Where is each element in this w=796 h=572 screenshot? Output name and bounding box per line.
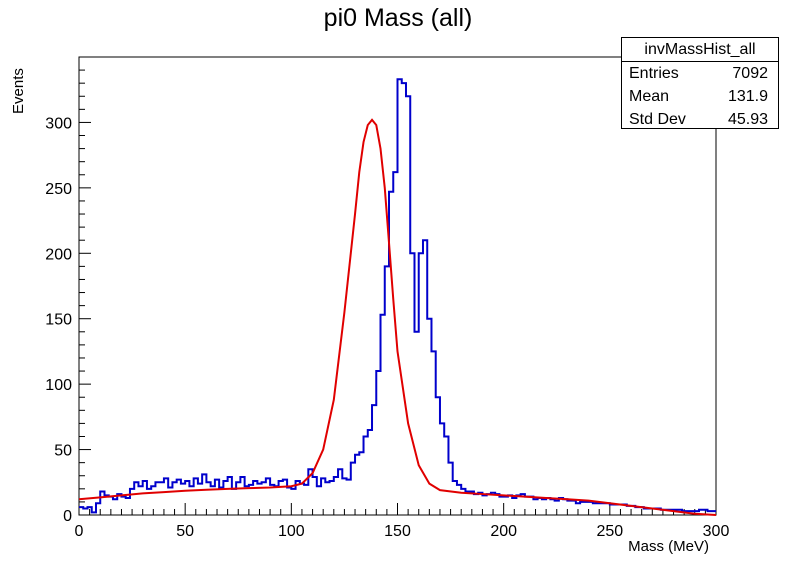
stats-row-stddev: Std Dev 45.93 bbox=[622, 108, 778, 131]
x-axis-label: Mass (MeV) bbox=[628, 538, 709, 555]
x-tick-label: 150 bbox=[384, 523, 411, 540]
x-tick-label: 100 bbox=[278, 523, 305, 540]
x-tick-label: 300 bbox=[703, 523, 730, 540]
stats-value: 131.9 bbox=[727, 88, 768, 105]
fit-curve-series bbox=[78, 118, 717, 516]
stats-box: invMassHist_all Entries 7092 Mean 131.9 … bbox=[621, 37, 779, 129]
histogram-series bbox=[79, 78, 716, 514]
stats-label: Mean bbox=[629, 88, 670, 105]
stats-label: Entries bbox=[629, 65, 679, 82]
y-tick-label: 250 bbox=[45, 181, 72, 198]
y-tick-label: 150 bbox=[45, 312, 72, 329]
chart-title: pi0 Mass (all) bbox=[323, 4, 473, 32]
x-tick-label: 250 bbox=[596, 523, 623, 540]
stats-label: Std Dev bbox=[629, 111, 686, 128]
x-tick-label: 50 bbox=[176, 523, 194, 540]
stats-box-title: invMassHist_all bbox=[622, 38, 778, 62]
stats-row-entries: Entries 7092 bbox=[622, 62, 778, 85]
y-tick-label: 0 bbox=[63, 508, 72, 525]
y-tick-label: 50 bbox=[54, 443, 72, 460]
x-tick-label: 200 bbox=[490, 523, 517, 540]
stats-value: 7092 bbox=[732, 65, 768, 82]
stats-value: 45.93 bbox=[727, 111, 768, 128]
stats-row-mean: Mean 131.9 bbox=[622, 85, 778, 108]
y-tick-label: 100 bbox=[45, 377, 72, 394]
x-tick-label: 0 bbox=[75, 523, 84, 540]
y-tick-label: 200 bbox=[45, 246, 72, 263]
y-tick-label: 300 bbox=[45, 115, 72, 132]
